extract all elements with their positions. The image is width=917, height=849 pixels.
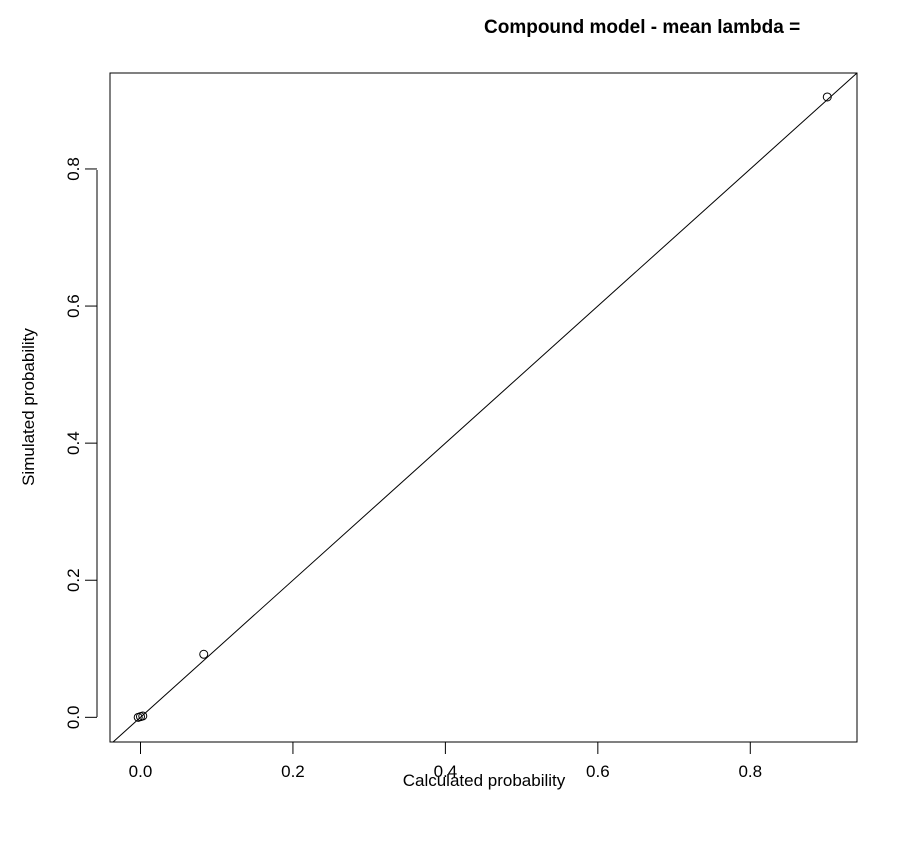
x-tick-label: 0.4	[434, 762, 458, 781]
x-tick-label: 0.2	[281, 762, 305, 781]
y-tick-label: 0.6	[64, 294, 83, 318]
x-tick-label: 0.6	[586, 762, 610, 781]
data-point	[138, 711, 148, 721]
x-tick-label: 0.0	[129, 762, 153, 781]
data-point	[822, 92, 832, 102]
chart-title: Compound model - mean lambda =	[484, 17, 800, 38]
y-axis-label: Simulated probability	[19, 328, 38, 486]
x-axis-ticks: 0.0 0.2 0.4 0.6 0.8	[129, 742, 762, 781]
y-tick-label: 0.8	[64, 157, 83, 181]
x-tick-label: 0.8	[738, 762, 762, 781]
y-tick-label: 0.2	[64, 568, 83, 592]
identity-reference-line	[112, 72, 858, 743]
y-axis-ticks: 0.0 0.2 0.4 0.6 0.8	[64, 157, 97, 729]
data-points	[133, 92, 832, 722]
x-axis-label: Calculated probability	[403, 771, 566, 790]
data-point	[199, 649, 209, 659]
y-tick-label: 0.0	[64, 706, 83, 730]
y-tick-label: 0.4	[64, 431, 83, 455]
